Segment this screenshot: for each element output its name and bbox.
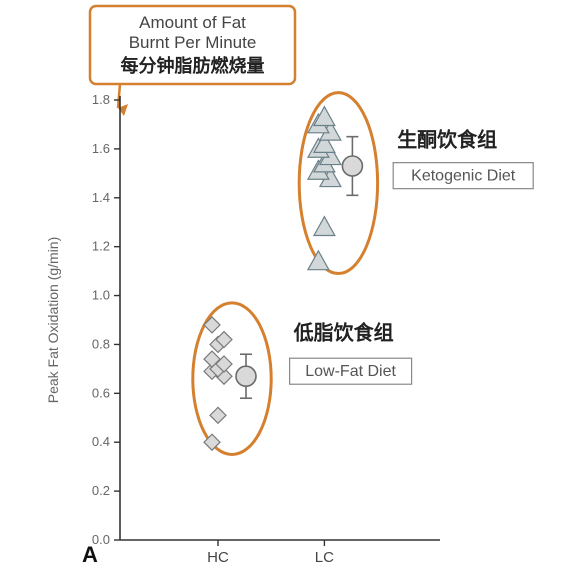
mean-marker	[342, 156, 362, 176]
y-tick-label: 1.8	[92, 92, 110, 107]
y-tick-label: 1.6	[92, 141, 110, 156]
group-label-en: Low-Fat Diet	[305, 363, 396, 380]
y-tick-label: 0.6	[92, 385, 110, 400]
mean-marker	[236, 366, 256, 386]
x-tick-label: HC	[207, 549, 229, 566]
callout-line2: Burnt Per Minute	[129, 33, 257, 52]
y-tick-label: 0.2	[92, 483, 110, 498]
x-tick-label: LC	[315, 549, 334, 566]
y-tick-label: 1.0	[92, 288, 110, 303]
y-tick-label: 0.4	[92, 434, 110, 449]
group-label-cn: 低脂饮食组	[293, 321, 394, 345]
data-point-triangle	[314, 217, 335, 236]
y-tick-label: 1.4	[92, 190, 110, 205]
y-tick-label: 1.2	[92, 239, 110, 254]
data-point-triangle	[308, 251, 329, 270]
data-point-diamond	[210, 407, 226, 423]
y-tick-label: 0.8	[92, 336, 110, 351]
callout-line1: Amount of Fat	[139, 13, 246, 32]
panel-label: A	[82, 542, 98, 567]
group-label-cn: 生酮饮食组	[397, 127, 497, 151]
y-axis-label: Peak Fat Oxidation (g/min)	[45, 237, 61, 404]
group-label-en: Ketogenic Diet	[411, 168, 516, 185]
callout-line3: 每分钟脂肪燃烧量	[121, 55, 265, 76]
fat-oxidation-chart: Amount of FatBurnt Per Minute每分钟脂肪燃烧量0.0…	[0, 0, 580, 583]
